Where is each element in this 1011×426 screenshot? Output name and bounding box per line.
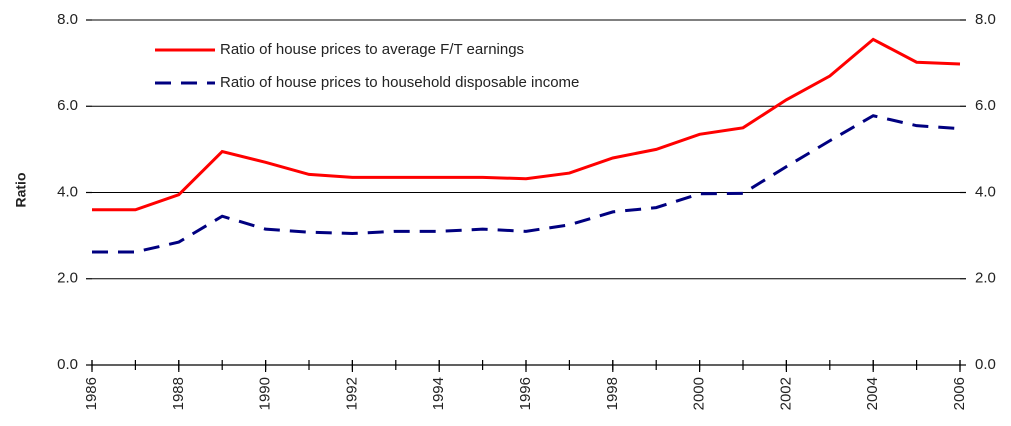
y2-tick-label: 6.0: [975, 97, 996, 114]
y2-tick-label: 2.0: [975, 270, 996, 287]
x-tick-label: 2004: [864, 377, 881, 410]
y-tick-label: 4.0: [57, 183, 78, 200]
y2-tick-label: 4.0: [975, 183, 996, 200]
y-tick-label: 6.0: [57, 97, 78, 114]
y2-tick-label: 0.0: [975, 356, 996, 373]
y-tick-label: 2.0: [57, 270, 78, 287]
legend-label: Ratio of house prices to average F/T ear…: [220, 41, 524, 58]
legend-label: Ratio of house prices to household dispo…: [220, 74, 579, 91]
series-line: [92, 37, 961, 212]
y2-tick-label: 8.0: [975, 11, 996, 28]
x-tick-label: 1996: [517, 377, 534, 410]
x-tick-label: 1986: [83, 377, 100, 410]
series-line: [92, 114, 961, 254]
y-axis-label: Ratio: [13, 173, 29, 208]
x-tick-label: 2006: [951, 377, 968, 410]
x-tick-label: 1998: [604, 377, 621, 410]
x-tick-label: 2000: [691, 377, 708, 410]
y-tick-label: 8.0: [57, 11, 78, 28]
x-tick-label: 2002: [777, 377, 794, 410]
x-tick-label: 1994: [430, 377, 447, 410]
y-tick-label: 0.0: [57, 356, 78, 373]
x-tick-label: 1990: [257, 377, 274, 410]
x-tick-label: 1988: [170, 377, 187, 410]
x-tick-label: 1992: [343, 377, 360, 410]
